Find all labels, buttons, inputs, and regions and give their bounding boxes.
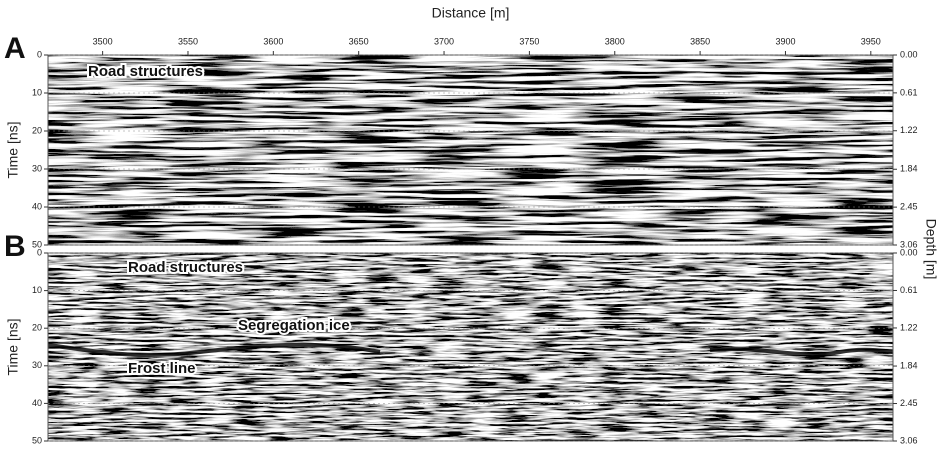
radargram-image bbox=[48, 55, 893, 245]
y2-tick-label: 3.06 bbox=[900, 435, 918, 445]
y2-tick-label: 1.22 bbox=[900, 125, 918, 135]
y-tick-label: 30 bbox=[32, 163, 42, 173]
y-tick-label: 50 bbox=[32, 239, 42, 249]
y2-tick-label: 1.22 bbox=[900, 322, 918, 332]
panel-label: B bbox=[4, 230, 26, 263]
y2-tick-label: 3.06 bbox=[900, 239, 918, 249]
annotation: Segregation ice bbox=[238, 317, 350, 334]
y2-tick-label: 0.61 bbox=[900, 285, 918, 295]
x-tick-label: 3850 bbox=[690, 36, 710, 46]
y-axis-label: Time [ns] bbox=[5, 121, 21, 178]
x-tick-label: 3500 bbox=[93, 36, 113, 46]
reflector bbox=[47, 342, 381, 357]
y2-tick-label: 1.84 bbox=[900, 164, 918, 174]
plot-frame bbox=[47, 252, 894, 442]
y-tick-label: 10 bbox=[32, 285, 42, 295]
panel-label: A bbox=[4, 32, 26, 65]
x-tick-label: 3750 bbox=[519, 36, 539, 46]
annotation: Frost line bbox=[128, 360, 196, 377]
y-tick-label: 40 bbox=[32, 201, 42, 211]
annotation: Road structures bbox=[88, 63, 203, 80]
annotation: Road structures bbox=[128, 259, 243, 276]
y2-tick-label: 0.00 bbox=[900, 247, 918, 257]
plot-frame bbox=[47, 54, 894, 246]
y2-tick-label: 1.84 bbox=[900, 360, 918, 370]
y-tick-label: 10 bbox=[32, 87, 42, 97]
x-tick-label: 3650 bbox=[349, 36, 369, 46]
x-tick-label: 3600 bbox=[263, 36, 283, 46]
reflector bbox=[709, 346, 894, 357]
x-tick-label: 3900 bbox=[775, 36, 795, 46]
x-tick-label: 3800 bbox=[605, 36, 625, 46]
x-tick-label: 3700 bbox=[434, 36, 454, 46]
x-axis-label: Distance [m] bbox=[432, 5, 510, 21]
y-axis-label: Time [ns] bbox=[5, 318, 21, 375]
y2-tick-label: 2.45 bbox=[900, 201, 918, 211]
x-tick-label: 3950 bbox=[861, 36, 881, 46]
radargram-image bbox=[48, 253, 893, 441]
x-tick-label: 3550 bbox=[178, 36, 198, 46]
y-tick-label: 20 bbox=[32, 125, 42, 135]
y-tick-label: 0 bbox=[37, 247, 42, 257]
y-tick-label: 40 bbox=[32, 398, 42, 408]
y-tick-label: 20 bbox=[32, 323, 42, 333]
y-tick-label: 0 bbox=[37, 49, 42, 59]
y2-axis-label: Depth [m] bbox=[923, 219, 939, 280]
y2-tick-label: 0.61 bbox=[900, 87, 918, 97]
y2-tick-label: 0.00 bbox=[900, 49, 918, 59]
y2-tick-label: 2.45 bbox=[900, 398, 918, 408]
y-tick-label: 50 bbox=[32, 435, 42, 445]
y-tick-label: 30 bbox=[32, 360, 42, 370]
